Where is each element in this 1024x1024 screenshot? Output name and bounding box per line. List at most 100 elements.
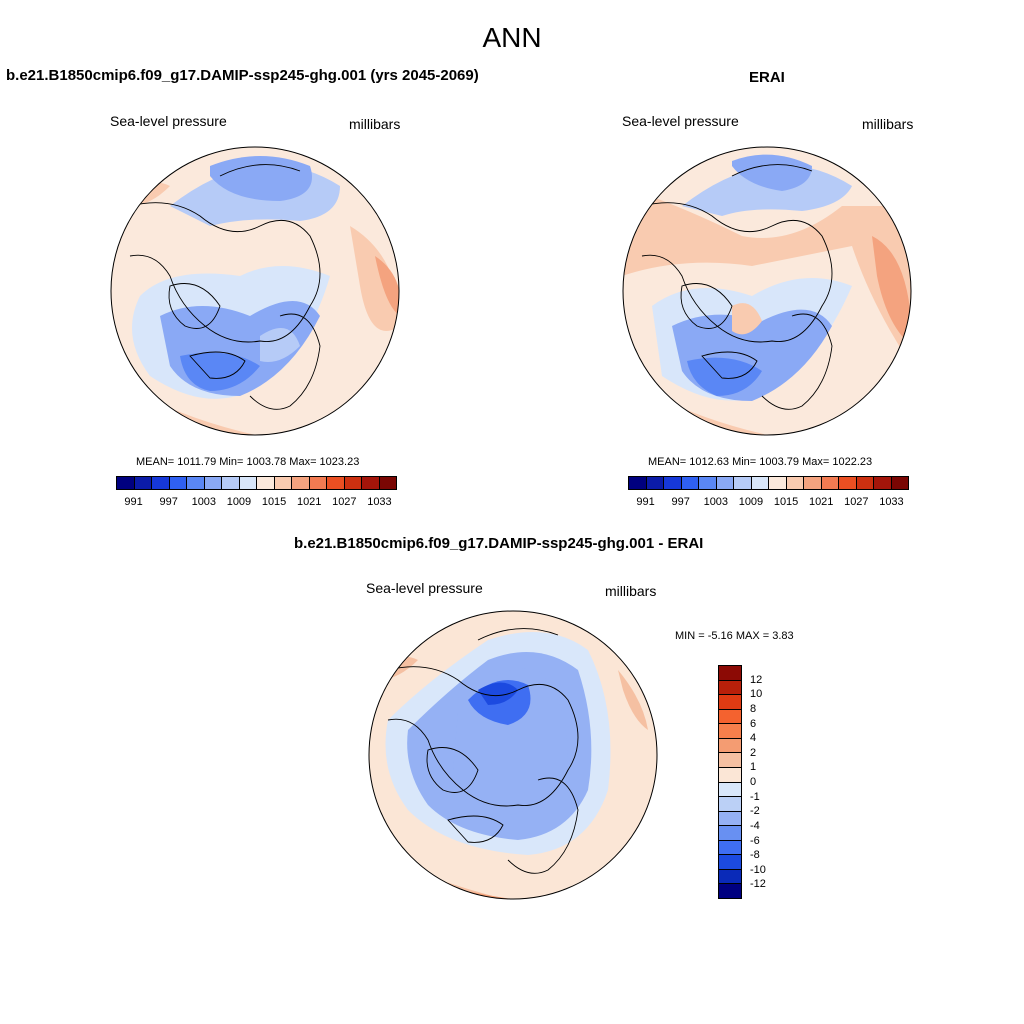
- diff-colorbar-swatch: [719, 869, 741, 885]
- diff-colorbar-tick-label: 1: [750, 761, 757, 774]
- obs-colorbar-swatch: [734, 477, 752, 489]
- model-colorbar-swatch: [134, 477, 152, 489]
- model-colorbar-swatch: [327, 477, 345, 489]
- model-colorbar-swatch: [292, 477, 310, 489]
- obs-colorbar-swatch: [891, 477, 908, 489]
- diff-colorbar-tick-label: -12: [750, 878, 766, 891]
- diff-colorbar-tick-label: 6: [750, 717, 757, 730]
- obs-units-label: millibars: [862, 116, 914, 132]
- diff-colorbar-swatch: [719, 738, 741, 754]
- obs-colorbar-swatch: [769, 477, 787, 489]
- model-colorbar: [116, 476, 397, 490]
- diff-colorbar-tick-label: -6: [750, 834, 760, 847]
- obs-colorbar-swatch: [716, 477, 734, 489]
- diff-colorbar-swatch: [719, 767, 741, 783]
- obs-colorbar-tick-label: 1033: [879, 496, 904, 508]
- diff-colorbar-tick-label: -2: [750, 805, 760, 818]
- diff-colorbar-swatch: [719, 724, 741, 739]
- obs-stats: MEAN= 1012.63 Min= 1003.79 Max= 1022.23: [648, 456, 873, 468]
- model-colorbar-ticks: 991 997 1003 1009 1015 1021 1027 1033: [116, 496, 397, 510]
- diff-colorbar-tick-label: 4: [750, 732, 757, 745]
- model-colorbar-swatch: [169, 477, 187, 489]
- model-colorbar-tick-label: 1027: [332, 496, 357, 508]
- obs-colorbar: [628, 476, 909, 490]
- diff-colorbar-swatch: [719, 884, 741, 898]
- model-colorbar-swatch: [187, 477, 205, 489]
- diff-colorbar-tick-label: 0: [750, 776, 757, 788]
- model-colorbar-tick-label: 1015: [261, 496, 287, 508]
- diff-panel-title: b.e21.B1850cmip6.f09_g17.DAMIP-ssp245-gh…: [294, 535, 704, 552]
- model-colorbar-swatch: [152, 477, 170, 489]
- obs-colorbar-swatch: [821, 477, 839, 489]
- obs-colorbar-tick-label: 997: [671, 496, 690, 508]
- diff-colorbar: [718, 665, 742, 899]
- obs-colorbar-tick-label: 991: [636, 496, 655, 508]
- diff-colorbar-tick-label: -1: [750, 790, 760, 803]
- obs-colorbar-swatch: [856, 477, 874, 489]
- model-field-label: Sea-level pressure: [110, 113, 227, 129]
- diff-field-label: Sea-level pressure: [366, 580, 483, 596]
- model-colorbar-tick-label: 1033: [367, 496, 392, 508]
- obs-colorbar-swatch: [699, 477, 717, 489]
- diff-colorbar-tick-label: 12: [750, 673, 763, 686]
- model-colorbar-swatch: [222, 477, 240, 489]
- diff-colorbar-swatch: [719, 695, 741, 710]
- obs-colorbar-swatch: [681, 477, 699, 489]
- diff-colorbar-tick-label: 10: [750, 688, 763, 701]
- diff-colorbar-tick-label: -10: [750, 863, 766, 876]
- diff-colorbar-swatch: [719, 753, 741, 768]
- model-colorbar-swatch: [274, 477, 292, 489]
- model-colorbar-tick-label: 1003: [191, 496, 217, 508]
- model-colorbar-swatch: [362, 477, 380, 489]
- model-panel-title: b.e21.B1850cmip6.f09_g17.DAMIP-ssp245-gh…: [6, 67, 479, 84]
- diff-colorbar-tick-label: -4: [750, 819, 760, 832]
- main-title: ANN: [482, 22, 542, 53]
- model-units-label: millibars: [349, 116, 401, 132]
- obs-colorbar-tick-label: 1021: [808, 496, 834, 508]
- model-polar-map: [110, 146, 400, 436]
- diff-colorbar-swatch: [719, 782, 741, 798]
- diff-colorbar-tick-label: 8: [750, 702, 757, 715]
- model-colorbar-tick-label: 1021: [296, 496, 322, 508]
- obs-colorbar-swatch: [874, 477, 892, 489]
- diff-colorbar-swatch: [719, 855, 741, 870]
- diff-colorbar-tick-label: -8: [750, 849, 760, 862]
- obs-colorbar-swatch: [839, 477, 857, 489]
- diff-colorbar-swatch: [719, 811, 741, 827]
- model-colorbar-swatch: [344, 477, 362, 489]
- obs-field-label: Sea-level pressure: [622, 113, 739, 129]
- obs-panel-title: ERAI: [749, 69, 785, 86]
- diff-polar-map: [368, 610, 658, 900]
- obs-colorbar-swatch: [629, 477, 647, 489]
- model-colorbar-swatch: [117, 477, 135, 489]
- obs-colorbar-swatch: [751, 477, 769, 489]
- diff-colorbar-swatch: [719, 680, 741, 696]
- obs-colorbar-swatch: [786, 477, 804, 489]
- diff-colorbar-swatch: [719, 797, 741, 812]
- model-colorbar-swatch: [204, 477, 222, 489]
- model-colorbar-swatch: [309, 477, 327, 489]
- diff-colorbar-ticks: 12 10 8 6 4 2 1 0 -1 -2 -4 -6 -8 -10 -12: [750, 665, 780, 899]
- obs-colorbar-swatch: [804, 477, 822, 489]
- diff-colorbar-swatch: [719, 666, 741, 681]
- diff-colorbar-tick-label: 2: [750, 746, 757, 759]
- diff-colorbar-swatch: [719, 709, 741, 725]
- model-stats: MEAN= 1011.79 Min= 1003.78 Max= 1023.23: [136, 456, 360, 468]
- diff-colorbar-swatch: [719, 840, 741, 856]
- obs-colorbar-tick-label: 1003: [703, 496, 729, 508]
- obs-colorbar-swatch: [664, 477, 682, 489]
- model-colorbar-swatch: [379, 477, 396, 489]
- obs-colorbar-ticks: 991 997 1003 1009 1015 1021 1027 1033: [628, 496, 909, 510]
- obs-polar-map: [622, 146, 912, 436]
- obs-colorbar-tick-label: 1015: [773, 496, 799, 508]
- model-colorbar-tick-label: 1009: [226, 496, 252, 508]
- model-colorbar-tick-label: 997: [159, 496, 178, 508]
- model-colorbar-swatch: [239, 477, 257, 489]
- diff-colorbar-swatch: [719, 826, 741, 841]
- diff-stats: MIN = -5.16 MAX = 3.83: [675, 630, 794, 642]
- model-colorbar-tick-label: 991: [124, 496, 143, 508]
- diff-units-label: millibars: [605, 583, 657, 599]
- obs-colorbar-tick-label: 1009: [738, 496, 764, 508]
- obs-colorbar-swatch: [646, 477, 664, 489]
- obs-colorbar-tick-label: 1027: [844, 496, 869, 508]
